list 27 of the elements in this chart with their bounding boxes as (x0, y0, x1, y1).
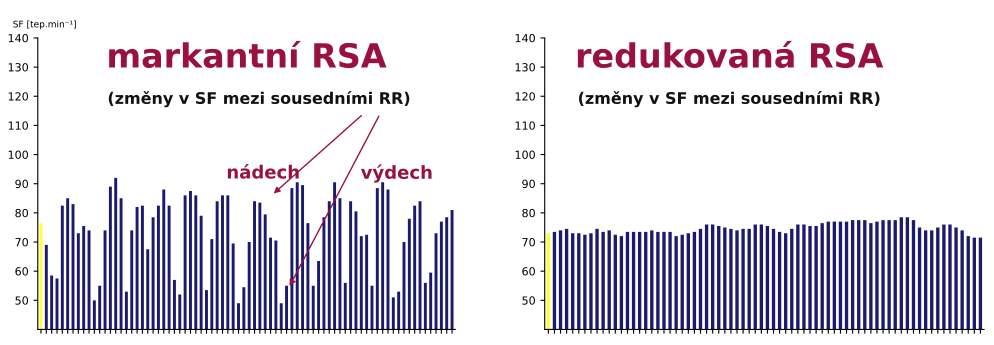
y-tick-label: 120 (516, 92, 535, 101)
text: (změny v SF mezi sousedními RR) (108, 91, 410, 108)
y-tick-label: 80 (522, 208, 535, 218)
y-tick-label: 120 (8, 92, 28, 101)
y-axis-title: SF [tep.min⁻¹] (13, 20, 76, 30)
y-tick-label: 110 (8, 121, 28, 130)
y-tick-label: 50 (15, 296, 28, 305)
y-tick-label: 110 (516, 121, 535, 130)
y-tick-label: 80 (15, 208, 28, 218)
y-tick-label: 100 (8, 150, 28, 159)
y-tick-label: 100 (516, 150, 535, 159)
y-tick-label: 90 (15, 180, 28, 188)
chart-title: markantní RSA (109, 40, 386, 68)
y-tick-label: 60 (15, 267, 28, 276)
y-tick-label: 130 (8, 63, 28, 72)
y-tick-label: 70 (16, 238, 28, 246)
y-tick-label: 90 (522, 180, 535, 188)
y-tick-label: 50 (522, 296, 535, 305)
y-tick-label: 140 (516, 34, 535, 42)
chart-title: redukovaná RSA (578, 40, 884, 68)
y-tick-label: 70 (522, 238, 535, 246)
y-tick-label: 140 (8, 34, 28, 42)
annotation: nádech (228, 164, 299, 179)
text: (změny v SF mezi sousedními RR) (579, 91, 880, 108)
y-tick-label: 130 (516, 63, 535, 72)
annotation: výdech (360, 164, 432, 183)
y-tick-label: 60 (522, 267, 535, 276)
